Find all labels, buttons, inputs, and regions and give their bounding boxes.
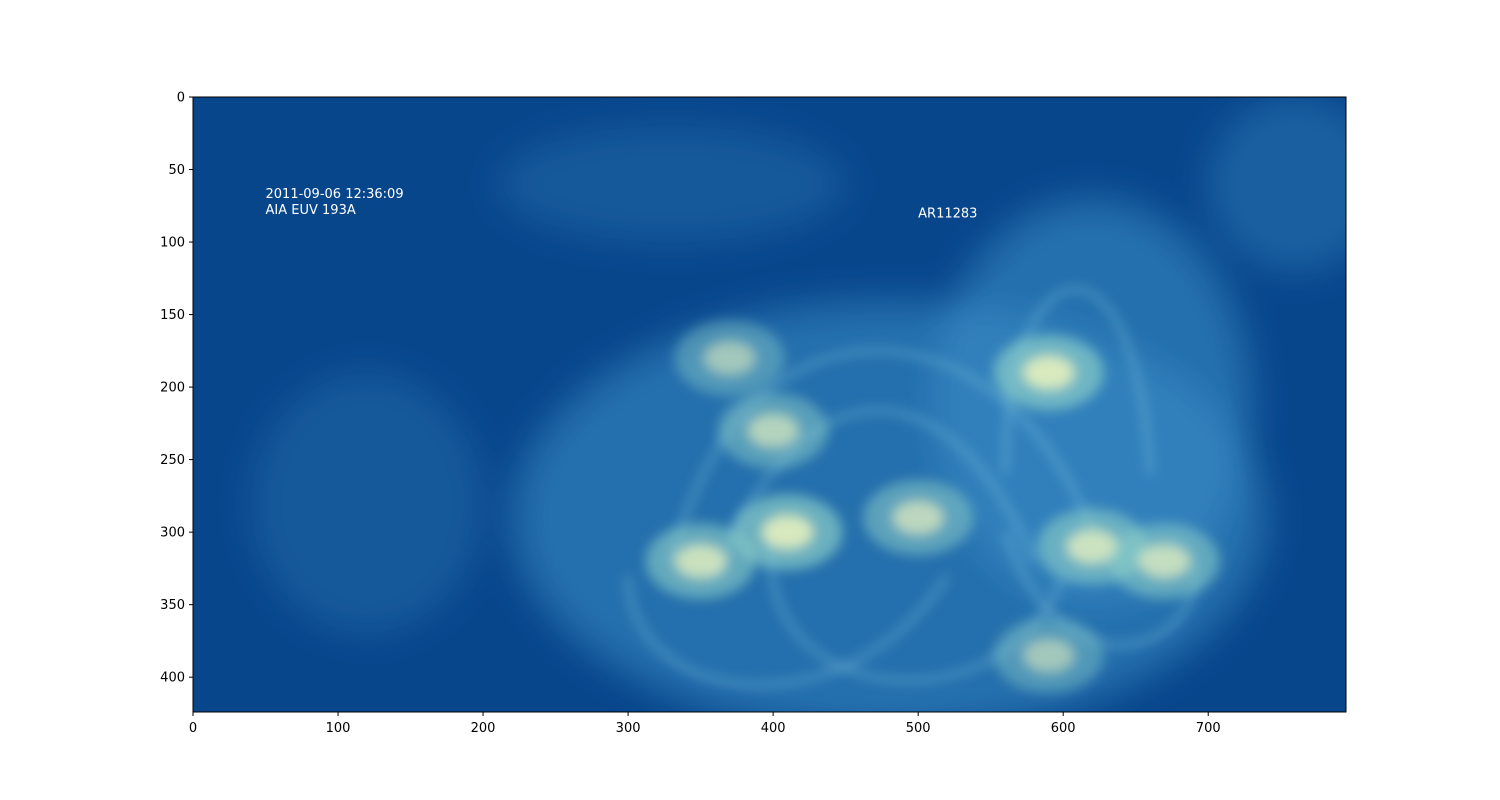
y-tick-label: 300 bbox=[160, 526, 185, 541]
x-axis: 0 100 200 300 400 500 600 700 bbox=[189, 712, 1221, 736]
x-tick-label: 400 bbox=[761, 721, 786, 736]
y-tick-label: 100 bbox=[160, 236, 185, 251]
y-tick-label: 150 bbox=[160, 308, 185, 323]
coronal-loop bbox=[1002, 531, 1198, 648]
bright-region-core bbox=[747, 413, 800, 449]
y-tick-label: 50 bbox=[168, 163, 185, 178]
annotation-text: AR11283 bbox=[918, 207, 977, 222]
y-tick-label: 350 bbox=[160, 598, 185, 613]
x-tick-label: 200 bbox=[471, 721, 496, 736]
x-tick-label: 700 bbox=[1196, 721, 1221, 736]
x-tick-label: 100 bbox=[326, 721, 351, 736]
x-tick-label: 300 bbox=[616, 721, 641, 736]
coronal-loop bbox=[625, 574, 950, 688]
coronal-loop bbox=[712, 407, 1037, 577]
annotation-text: AIA EUV 193A bbox=[266, 203, 356, 218]
emission-halo bbox=[1208, 97, 1346, 272]
x-tick-label: 500 bbox=[906, 721, 931, 736]
y-tick-label: 0 bbox=[177, 91, 185, 106]
bright-region-core bbox=[1022, 638, 1075, 673]
y-tick-label: 200 bbox=[160, 381, 185, 396]
bright-cores bbox=[645, 320, 1220, 694]
emission-halo bbox=[251, 372, 484, 634]
plot-frame bbox=[192, 96, 1347, 713]
bright-region-core bbox=[1066, 529, 1119, 565]
emission-halo bbox=[497, 126, 846, 243]
x-tick-label: 600 bbox=[1051, 721, 1076, 736]
bright-region-core bbox=[761, 514, 814, 550]
annotation-text: 2011-09-06 12:36:09 bbox=[266, 187, 404, 202]
bright-region-core bbox=[703, 340, 756, 376]
bright-region-core bbox=[1138, 543, 1191, 579]
bright-region-core bbox=[1022, 355, 1075, 390]
emission-halo bbox=[932, 198, 1252, 605]
coronal-loops bbox=[625, 286, 1198, 688]
x-tick-label: 0 bbox=[189, 721, 197, 736]
bright-region-core bbox=[892, 500, 945, 536]
coronal-loop bbox=[668, 348, 1095, 562]
bright-region-core bbox=[674, 543, 727, 579]
y-tick-label: 400 bbox=[160, 671, 185, 686]
plot-area bbox=[193, 97, 1346, 712]
y-axis: 0 50 100 150 200 250 300 350 400 bbox=[160, 91, 193, 686]
y-tick-label: 250 bbox=[160, 453, 185, 468]
